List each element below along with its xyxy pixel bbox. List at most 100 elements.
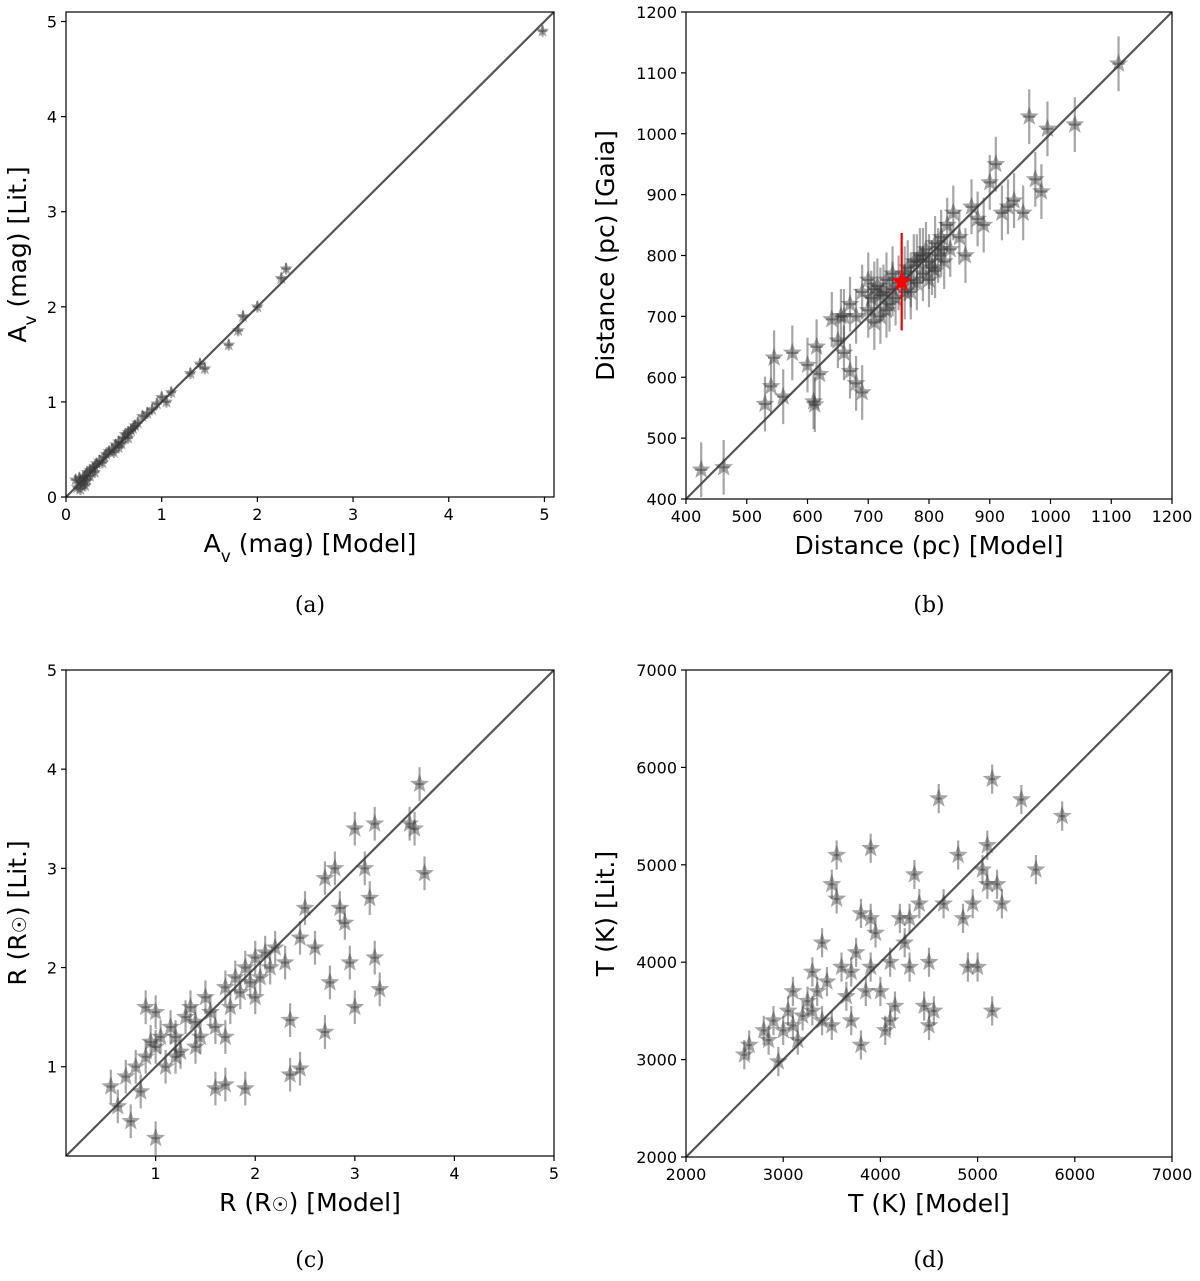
star-marker: [925, 260, 945, 279]
data-point: [275, 945, 295, 980]
x-tick-label: 700: [853, 507, 884, 526]
star-marker: [245, 947, 265, 966]
data-point: [866, 918, 886, 948]
star-marker: [185, 1036, 205, 1055]
star-marker: [250, 967, 270, 986]
data-point: [913, 228, 933, 283]
star-marker: [866, 922, 886, 942]
star-marker: [895, 282, 915, 301]
data-point: [230, 975, 250, 1010]
data-point: [111, 440, 126, 454]
data-point: [910, 228, 930, 283]
data-point: [70, 480, 85, 494]
star-marker: [904, 251, 924, 270]
data-point: [121, 425, 135, 439]
data-point: [1004, 173, 1024, 229]
data-point: [88, 459, 102, 473]
star-marker: [886, 288, 906, 307]
identity-line: [686, 670, 1172, 1157]
data-point: [260, 950, 280, 985]
data-point: [980, 155, 1000, 210]
star-marker: [851, 1034, 871, 1054]
star-marker: [73, 482, 88, 496]
star-marker: [822, 309, 842, 328]
data-point: [940, 222, 960, 277]
data-point: [136, 990, 156, 1025]
data-point: [80, 465, 94, 478]
data-point: [714, 439, 734, 495]
star-marker: [1025, 169, 1045, 188]
data-point: [907, 255, 927, 311]
star-marker: [937, 215, 957, 234]
data-point: [992, 889, 1012, 919]
star-marker: [1052, 806, 1072, 825]
y-tick-label: 3: [47, 859, 57, 878]
data-point: [931, 222, 951, 277]
star-marker: [773, 386, 793, 405]
star-marker: [948, 845, 968, 864]
x-tick-label: 4: [449, 1164, 459, 1183]
star-marker: [810, 364, 830, 383]
star-marker: [1013, 202, 1033, 221]
data-point: [171, 1034, 191, 1069]
x-axis-label: Av (mag) [Model]: [204, 529, 417, 567]
data-point: [1026, 855, 1046, 885]
star-marker: [136, 1046, 156, 1065]
star-marker: [788, 1030, 808, 1049]
star-marker: [118, 427, 132, 440]
star-marker: [135, 409, 150, 422]
y-tick-label: 700: [646, 307, 677, 326]
data-point: [73, 482, 88, 496]
star-marker: [861, 838, 881, 857]
star-marker: [305, 937, 325, 956]
data-point: [111, 434, 126, 448]
data-point: [817, 967, 837, 997]
y-tick-label: 2: [47, 959, 57, 978]
star-marker: [861, 957, 881, 976]
star-marker: [89, 456, 104, 470]
panel-caption: (c): [295, 1248, 325, 1273]
y-axis-label: Distance (pc) [Gaia]: [591, 130, 620, 381]
star-marker: [992, 202, 1012, 221]
star-marker: [870, 285, 890, 304]
y-tick-label: 1100: [636, 64, 677, 83]
panel-b: 400 500 600 700 800 900 1000 1100 1200 400 500 600 7…: [591, 3, 1192, 618]
data-point: [934, 889, 954, 919]
star-marker: [910, 245, 930, 264]
data-point: [761, 358, 781, 414]
data-point: [913, 246, 933, 302]
star-marker: [275, 952, 295, 971]
data-point: [890, 903, 910, 933]
x-axis-label: R (R☉) [Model]: [219, 1188, 401, 1217]
y-tick-label: 4: [47, 108, 57, 127]
data-point: [861, 270, 881, 326]
star-marker: [1037, 118, 1057, 137]
axes-frame: [65, 11, 555, 498]
data-point: [80, 472, 94, 486]
star-marker: [68, 472, 83, 486]
star-marker: [858, 300, 878, 319]
data-point: [955, 228, 975, 283]
data-point: [83, 469, 97, 482]
x-tick-label: 800: [914, 507, 945, 526]
data-point: [140, 406, 154, 420]
star-marker: [827, 845, 847, 864]
data-point: [99, 447, 113, 460]
data-point: [235, 950, 255, 985]
data-point: [852, 264, 872, 320]
data-point: [345, 990, 365, 1025]
data-point: [215, 1067, 235, 1102]
data-point: [846, 937, 866, 968]
data-point: [198, 361, 212, 375]
data-point: [810, 346, 830, 402]
x-tick-label: 600: [792, 507, 823, 526]
star-marker: [290, 1058, 310, 1077]
star-marker: [73, 474, 88, 488]
data-point: [691, 442, 711, 498]
star-marker: [846, 942, 866, 961]
data-point: [937, 197, 957, 253]
y-axis-label: R (R☉) [Lit.]: [3, 840, 32, 985]
star-marker: [240, 972, 260, 991]
star-marker: [867, 275, 887, 295]
data-point: [864, 295, 884, 350]
